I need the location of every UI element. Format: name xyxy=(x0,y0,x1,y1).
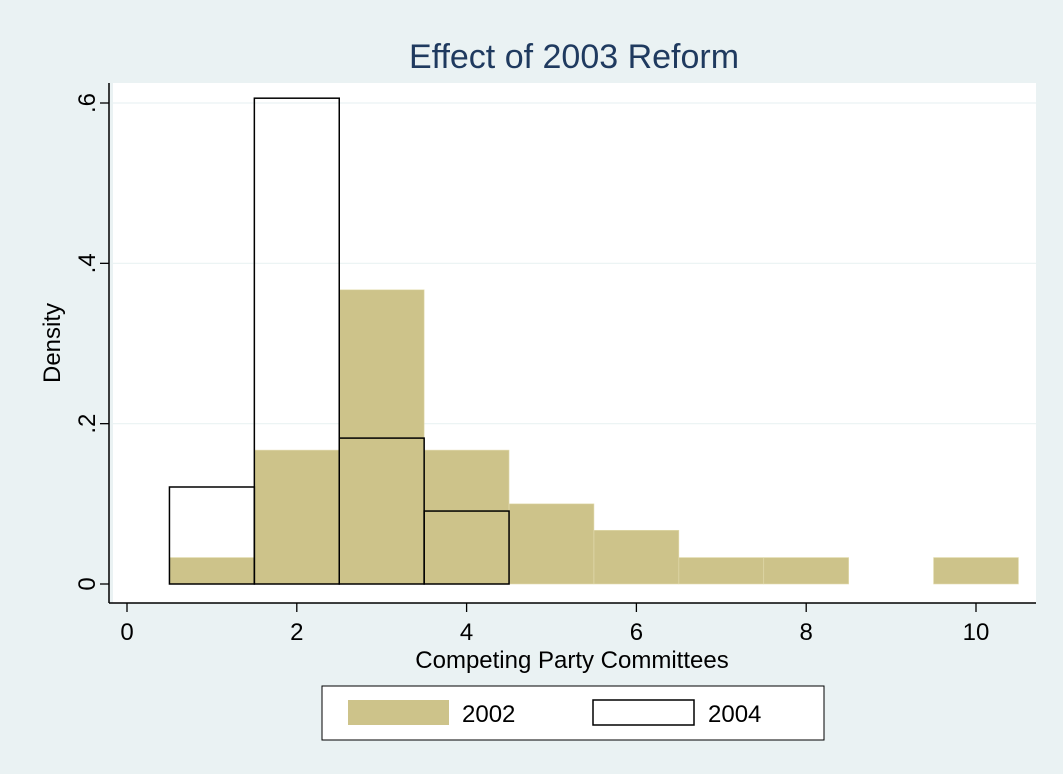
series-2002-bars xyxy=(169,289,1019,585)
bar-2002-1 xyxy=(169,557,255,585)
legend: 2002 2004 xyxy=(321,685,825,741)
bar-2002-4 xyxy=(423,449,510,585)
x-tick-label-8: 8 xyxy=(800,619,813,646)
bar-2002-6 xyxy=(593,529,680,585)
y-axis-title: Density xyxy=(39,303,66,383)
y-tick-label-0: 0 xyxy=(74,577,101,590)
legend-label-2002: 2002 xyxy=(462,701,515,728)
gridlines xyxy=(113,102,1036,425)
bar-2002-2 xyxy=(254,449,340,585)
bar-2002-10 xyxy=(933,557,1019,585)
y-tick-label-1: .2 xyxy=(74,414,101,434)
x-axis-ticks: 0 2 4 6 8 10 xyxy=(120,603,989,646)
chart-title: Effect of 2003 Reform xyxy=(409,38,739,76)
x-tick-label-6: 6 xyxy=(630,619,643,646)
bar-2004-2 xyxy=(253,97,341,585)
x-tick-label-4: 4 xyxy=(460,619,473,646)
bar-2002-5 xyxy=(508,503,595,585)
bar-2002-8 xyxy=(763,557,849,585)
bar-2002-3 xyxy=(338,289,425,585)
y-tick-label-2: .4 xyxy=(74,253,101,273)
y-axis-ticks: 0 .2 .4 .6 xyxy=(74,93,109,591)
series-2004-bars xyxy=(168,97,510,585)
x-tick-label-0: 0 xyxy=(120,619,133,646)
legend-swatch-2004 xyxy=(592,699,695,726)
legend-label-2004: 2004 xyxy=(708,701,761,728)
axes xyxy=(108,83,1036,604)
legend-swatch-2002 xyxy=(348,700,449,725)
y-tick-label-3: .6 xyxy=(74,93,101,113)
bar-2002-7 xyxy=(678,557,765,585)
bar-2004-4 xyxy=(423,510,510,585)
x-tick-label-2: 2 xyxy=(290,619,303,646)
x-axis-title: Competing Party Committees xyxy=(415,647,728,674)
x-tick-label-10: 10 xyxy=(963,619,990,646)
